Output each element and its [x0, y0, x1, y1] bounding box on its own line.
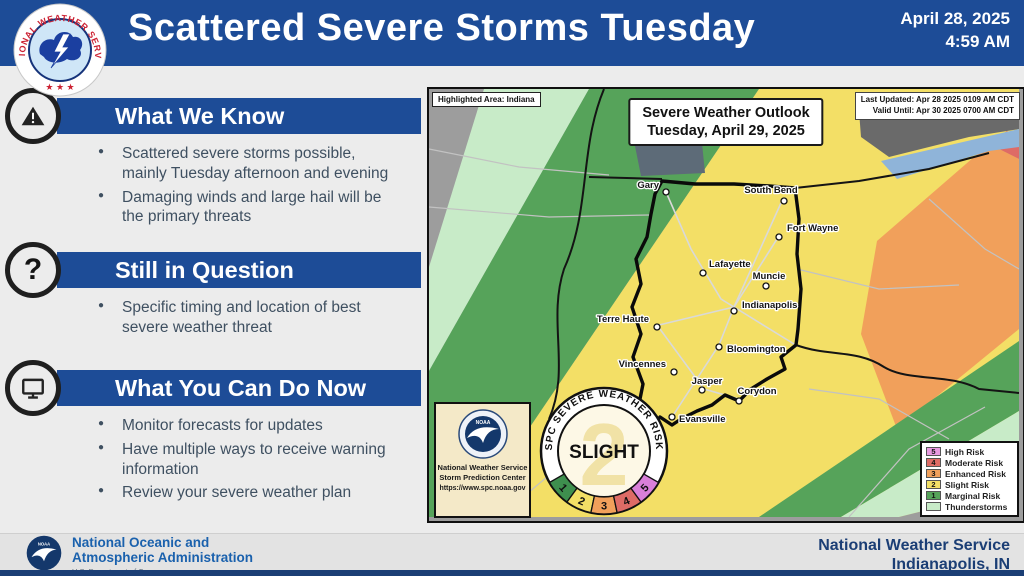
badge-level-label: SLIGHT	[569, 442, 639, 463]
noaa-footer-logo-icon: NOAA	[26, 535, 62, 571]
badge-scale-3: 3	[601, 501, 607, 513]
noaa-footer-logo-text: NOAA	[38, 541, 50, 546]
warning-icon	[5, 88, 61, 144]
spc-credit-line1: National Weather Service	[437, 463, 528, 472]
bullet-item: Damaging winds and large hail will be th…	[96, 188, 398, 228]
city-label: Fort Wayne	[787, 223, 838, 234]
badge-big-number: 2	[580, 405, 629, 504]
last-updated: Last Updated: Apr 28 2025 0109 AM CDT	[860, 95, 1014, 104]
legend-chip: 4	[926, 458, 941, 467]
legend-label: Thunderstorms	[945, 501, 1008, 512]
section-what-you-can-do: What You Can Do Now Monitor forecasts fo…	[0, 360, 425, 507]
city-label: Muncie	[753, 271, 786, 282]
legend-chip: 5	[926, 447, 941, 456]
bullet-item: Review your severe weather plan	[96, 483, 398, 503]
outlook-title-line1: Severe Weather Outlook	[642, 105, 810, 121]
city-markers: Gary South Bend Fort Wayne Lafayette Mun…	[596, 179, 840, 427]
city-label: South Bend	[744, 185, 797, 196]
footer-bar: NOAA National Oceanic and Atmospheric Ad…	[0, 533, 1024, 575]
city-label: Vincennes	[619, 359, 666, 370]
footer-org-line1: National Oceanic and	[72, 535, 210, 550]
header-date: April 28, 2025	[900, 9, 1010, 28]
legend-chip: 2	[926, 480, 941, 489]
noaa-logo-icon: NOAA	[457, 409, 508, 459]
page-title: Scattered Severe Storms Tuesday	[128, 7, 756, 49]
spc-url: https://www.spc.noaa.gov	[439, 484, 526, 492]
bottom-accent-strip	[0, 570, 1024, 576]
city-label: Terre Haute	[597, 314, 649, 325]
legend-chip	[926, 502, 941, 511]
section-title-bar: What You Can Do Now	[57, 370, 421, 406]
nws-logo-stars: ★ ★ ★	[45, 82, 74, 92]
city-label: Bloomington	[727, 344, 786, 355]
spc-credit-line2: Storm Prediction Center	[439, 472, 526, 482]
header-bar: Scattered Severe Storms Tuesday April 28…	[0, 0, 1024, 66]
severe-weather-outlook-map: Gary South Bend Fort Wayne Lafayette Mun…	[427, 87, 1024, 523]
highlighted-area-label: Highlighted Area: Indiana	[432, 92, 541, 107]
section-title: What We Know	[115, 102, 285, 129]
legend-label: Enhanced Risk	[945, 468, 1006, 479]
legend-row: 4 Moderate Risk	[926, 457, 1013, 468]
legend-label: Moderate Risk	[945, 457, 1004, 468]
legend-label: Slight Risk	[945, 479, 989, 490]
risk-legend: 5 High Risk 4 Moderate Risk 3 Enhanced R…	[920, 441, 1019, 517]
legend-row: Thunderstorms	[926, 501, 1013, 512]
legend-row: 2 Slight Risk	[926, 479, 1013, 490]
city-label: Corydon	[737, 386, 776, 397]
section-what-we-know: What We Know Scattered severe storms pos…	[0, 88, 425, 231]
nws-logo-icon: NATIONAL WEATHER SERVICE ★ ★ ★	[12, 2, 107, 97]
legend-chip: 1	[926, 491, 941, 500]
valid-until: Valid Until: Apr 30 2025 0700 AM CDT	[872, 105, 1014, 115]
footer-office-line1: National Weather Service	[818, 537, 1010, 554]
bullet-item: Specific timing and location of best sev…	[96, 298, 398, 338]
legend-chip: 3	[926, 469, 941, 478]
city-label: Indianapolis	[742, 300, 797, 311]
header-datetime: April 28, 2025 4:59 AM	[900, 8, 1010, 54]
bullet-list: Scattered severe storms possible, mainly…	[96, 144, 398, 227]
spc-risk-badge: 2 SLIGHT SPC SEVERE WEATHER RISK 1 2 3 4…	[539, 386, 669, 516]
question-icon: ?	[5, 242, 61, 298]
legend-label: High Risk	[945, 446, 985, 457]
city-label: Gary	[637, 180, 659, 191]
city-label: Lafayette	[709, 259, 751, 270]
city-label: Jasper	[692, 376, 723, 387]
legend-row: 3 Enhanced Risk	[926, 468, 1013, 479]
noaa-logo-text: NOAA	[475, 420, 490, 426]
outlook-title-box: Severe Weather Outlook Tuesday, April 29…	[628, 98, 824, 147]
section-title-bar: Still in Question	[57, 252, 421, 288]
monitor-icon	[5, 360, 61, 416]
badge-scale-4: 4	[621, 495, 632, 509]
bullet-list: Specific timing and location of best sev…	[96, 298, 398, 338]
footer-office-block: National Weather Service Indianapolis, I…	[818, 536, 1010, 574]
legend-row: 5 High Risk	[926, 446, 1013, 457]
footer-office-line2: Indianapolis, IN	[891, 556, 1010, 574]
bullet-item: Monitor forecasts for updates	[96, 416, 398, 436]
legend-label: Marginal Risk	[945, 490, 1001, 501]
spc-credit-box: NOAA National Weather Service Storm Pred…	[434, 402, 531, 518]
legend-row: 1 Marginal Risk	[926, 490, 1013, 501]
section-title: Still in Question	[115, 256, 294, 283]
badge-scale-2: 2	[576, 495, 586, 508]
section-title: What You Can Do Now	[115, 374, 367, 401]
city-label: Evansville	[679, 414, 725, 425]
bullet-list: Monitor forecasts for updates Have multi…	[96, 416, 398, 503]
section-title-bar: What We Know	[57, 98, 421, 134]
update-times-box: Last Updated: Apr 28 2025 0109 AM CDT Va…	[854, 92, 1020, 120]
bullet-item: Have multiple ways to receive warning in…	[96, 440, 398, 480]
footer-org-line2: Atmospheric Administration	[72, 549, 254, 565]
section-still-in-question: ? Still in Question Specific timing and …	[0, 242, 425, 342]
outlook-title-line2: Tuesday, April 29, 2025	[647, 123, 805, 140]
header-time: 4:59 AM	[945, 31, 1010, 51]
bullet-item: Scattered severe storms possible, mainly…	[96, 144, 398, 184]
